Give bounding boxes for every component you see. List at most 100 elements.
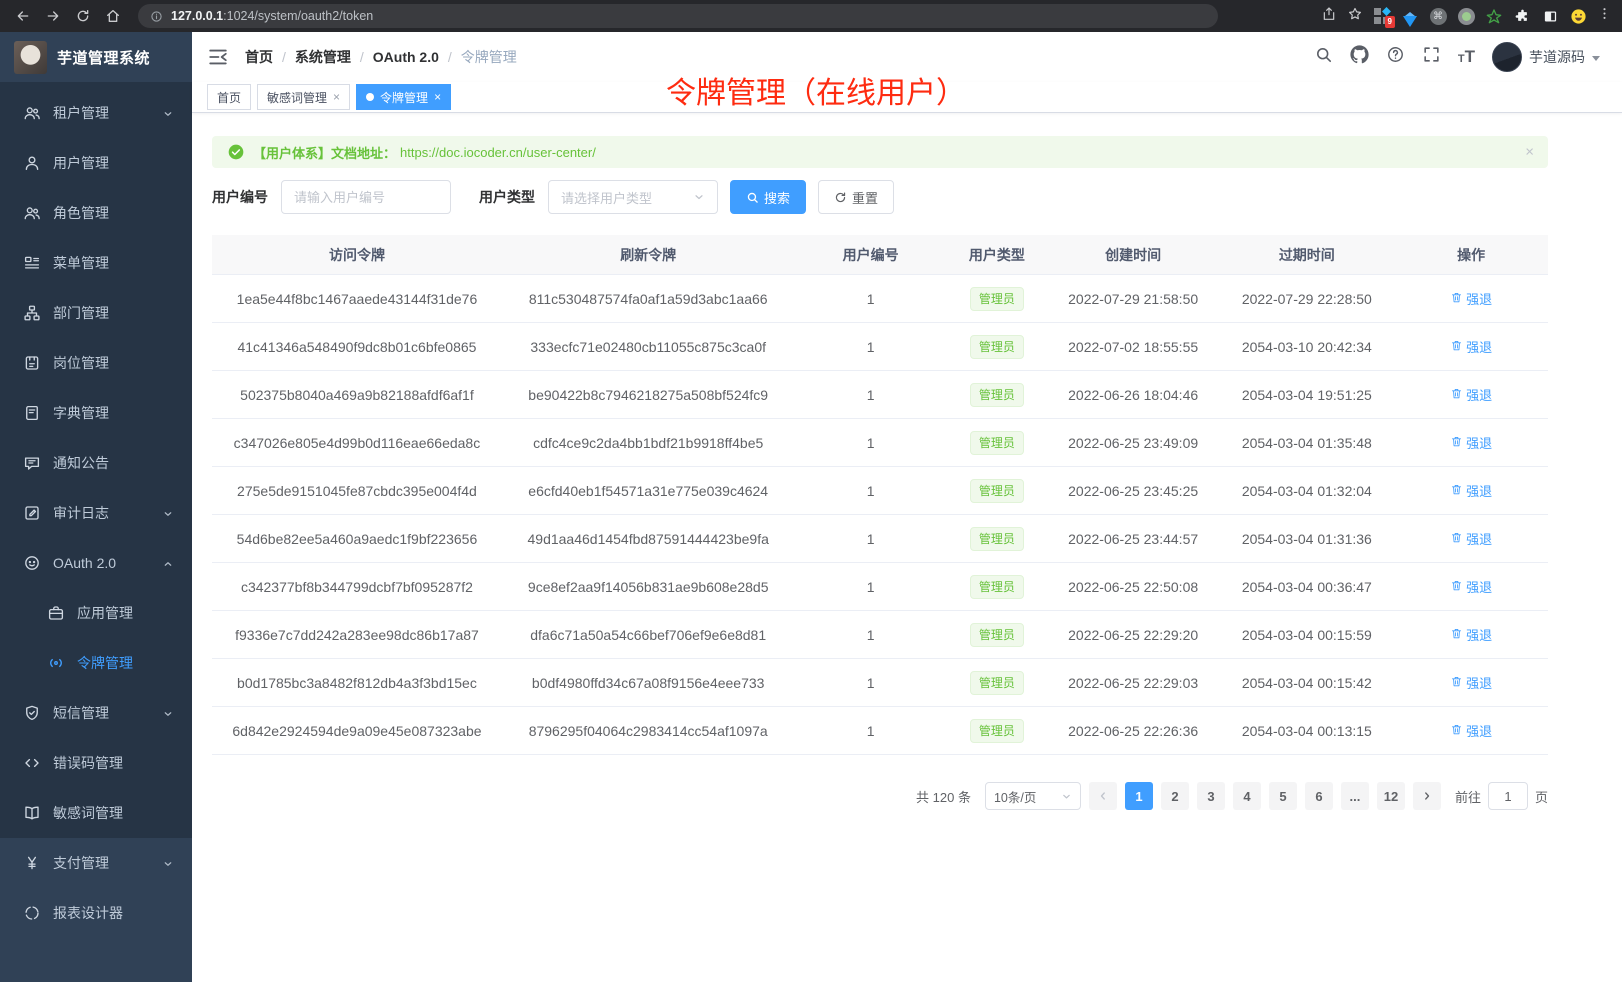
sidebar-item-oauth2[interactable]: OAuth 2.0 (0, 538, 192, 588)
page-button-4[interactable]: 4 (1232, 782, 1261, 810)
force-logout-button[interactable]: 强退 (1450, 673, 1492, 692)
force-logout-button[interactable]: 强退 (1450, 529, 1492, 548)
page-button-2[interactable]: 2 (1160, 782, 1189, 810)
font-size-icon[interactable]: TT (1457, 47, 1475, 66)
sidebar-item-report-designer[interactable]: 报表设计器 (0, 888, 192, 938)
user-id-input[interactable] (281, 180, 451, 214)
collapse-sidebar-icon[interactable] (207, 46, 229, 68)
force-logout-button[interactable]: 强退 (1450, 385, 1492, 404)
refresh-token-cell: b0df4980ffd34c67a08f9156e4eee733 (531, 674, 765, 691)
browser-menu-icon[interactable] (1597, 6, 1612, 26)
extension-emoji-icon[interactable] (1569, 7, 1587, 25)
help-icon[interactable] (1386, 45, 1405, 69)
action-label: 强退 (1466, 436, 1493, 451)
sidebar-item-sms[interactable]: 短信管理 (0, 688, 192, 738)
total-count: 共 120 条 (916, 789, 971, 805)
force-logout-button[interactable]: 强退 (1450, 721, 1492, 740)
sidebar-item-tenant[interactable]: 租户管理 (0, 88, 192, 138)
reset-button[interactable]: 重置 (818, 180, 895, 214)
tab-home[interactable]: 首页 (207, 84, 252, 110)
prev-page-button[interactable] (1088, 782, 1117, 810)
tree-icon (23, 304, 41, 322)
sidebar-item-error-code[interactable]: 错误码管理 (0, 738, 192, 788)
breadcrumb-oauth2[interactable]: OAuth 2.0 (372, 49, 439, 65)
table-row: 41c41346a548490f9dc8b01c6bfe0865 333ecfc7… (212, 323, 1548, 371)
trash-icon (1450, 531, 1463, 547)
page-button-12[interactable]: 12 (1376, 782, 1405, 810)
sidebar-item-dict[interactable]: 字典管理 (0, 388, 192, 438)
page-button-5[interactable]: 5 (1268, 782, 1297, 810)
fullscreen-icon[interactable] (1422, 45, 1441, 69)
page-button-1[interactable]: 1 (1124, 782, 1153, 810)
sidebar-item-menu[interactable]: 菜单管理 (0, 238, 192, 288)
extension-split-icon[interactable] (1541, 7, 1559, 25)
browser-forward-button[interactable] (40, 3, 66, 29)
force-logout-button[interactable]: 强退 (1450, 289, 1492, 308)
refresh-token-cell: 8796295f04064c2983414cc54af1097a (528, 722, 768, 739)
github-icon[interactable] (1350, 45, 1369, 69)
tab-view-1[interactable]: 敏感词管理 × (257, 84, 351, 110)
extension-grid-icon[interactable]: 9 (1373, 7, 1395, 28)
app-logo[interactable]: 芋道管理系统 (0, 32, 192, 82)
breadcrumb-system[interactable]: 系统管理 (294, 49, 351, 65)
refresh-token-cell: e6cfd40eb1f54571a31e775e039c4624 (528, 482, 769, 499)
alert-close-icon[interactable]: × (1525, 143, 1534, 161)
sidebar-item-pay[interactable]: 支付管理 (0, 838, 192, 888)
url-text: 127.0.0.1:1024/system/oauth2/token (171, 9, 374, 23)
force-logout-button[interactable]: 强退 (1450, 481, 1492, 500)
sidebar-item-post[interactable]: 岗位管理 (0, 338, 192, 388)
force-logout-button[interactable]: 强退 (1450, 337, 1492, 356)
access-token-cell: 54d6be82ee5a460a9aedc1f9bf223656 (236, 530, 478, 547)
page-button-6[interactable]: 6 (1304, 782, 1333, 810)
page-ellipsis[interactable]: ... (1340, 782, 1369, 810)
sidebar-item-oauth2-app[interactable]: 应用管理 (0, 588, 192, 638)
force-logout-button[interactable]: 强退 (1450, 433, 1492, 452)
bookmark-star-icon[interactable] (1347, 6, 1363, 27)
goto-page-input[interactable] (1487, 782, 1528, 810)
user-type-tag: 管理员 (969, 430, 1024, 455)
created-at-cell: 2022-06-25 22:26:36 (1068, 722, 1199, 739)
force-logout-button[interactable]: 强退 (1450, 625, 1492, 644)
browser-home-button[interactable] (100, 3, 126, 29)
user-avatar (1492, 42, 1522, 72)
browser-back-button[interactable] (10, 3, 36, 29)
sidebar-item-label: 用户管理 (53, 155, 109, 171)
expires-at-cell: 2054-03-04 00:15:59 (1241, 626, 1372, 643)
browser-reload-button[interactable] (70, 3, 96, 29)
extension-puzzle-icon[interactable] (1513, 7, 1531, 25)
search-icon[interactable] (1314, 45, 1333, 69)
sidebar-item-sensitive-word[interactable]: 敏感词管理 (0, 788, 192, 838)
page-button-3[interactable]: 3 (1196, 782, 1225, 810)
page-size-select[interactable]: 10条/页 (984, 782, 1081, 810)
extension-record-icon[interactable] (1457, 7, 1475, 25)
users-icon (23, 104, 41, 122)
sidebar-item-oauth2-token[interactable]: 令牌管理 (0, 638, 192, 688)
app-icon (47, 604, 65, 622)
sidebar-item-label: 部门管理 (53, 305, 109, 321)
sidebar-item-audit-log[interactable]: 审计日志 (0, 488, 192, 538)
extension-star-icon[interactable] (1485, 7, 1503, 25)
breadcrumb-home[interactable]: 首页 (245, 49, 273, 65)
sidebar-item-user[interactable]: 用户管理 (0, 138, 192, 188)
user-menu[interactable]: 芋道源码 (1492, 42, 1600, 72)
sidebar-item-notice[interactable]: 通知公告 (0, 438, 192, 488)
close-icon[interactable]: × (434, 90, 442, 104)
share-icon[interactable] (1321, 6, 1337, 27)
trash-icon (1450, 483, 1463, 499)
close-icon[interactable]: × (333, 90, 341, 104)
address-bar[interactable]: 127.0.0.1:1024/system/oauth2/token (138, 4, 1218, 28)
sidebar-item-role[interactable]: 角色管理 (0, 188, 192, 238)
search-button[interactable]: 搜索 (730, 180, 807, 214)
next-page-button[interactable] (1412, 782, 1441, 810)
site-info-icon[interactable] (150, 10, 163, 23)
user-type-select[interactable]: 请选择用户类型 (548, 180, 718, 214)
extension-gem-icon[interactable] (1401, 7, 1419, 27)
extension-command-icon[interactable]: ⌘ (1429, 7, 1447, 25)
user-type-tag: 管理员 (969, 574, 1024, 599)
user-type-tag: 管理员 (969, 382, 1024, 407)
sidebar-item-dept[interactable]: 部门管理 (0, 288, 192, 338)
tab-current[interactable]: 令牌管理 × (356, 84, 452, 110)
doc-link[interactable]: https://doc.iocoder.cn/user-center/ (400, 144, 596, 160)
trash-icon (1450, 675, 1463, 691)
force-logout-button[interactable]: 强退 (1450, 577, 1492, 596)
